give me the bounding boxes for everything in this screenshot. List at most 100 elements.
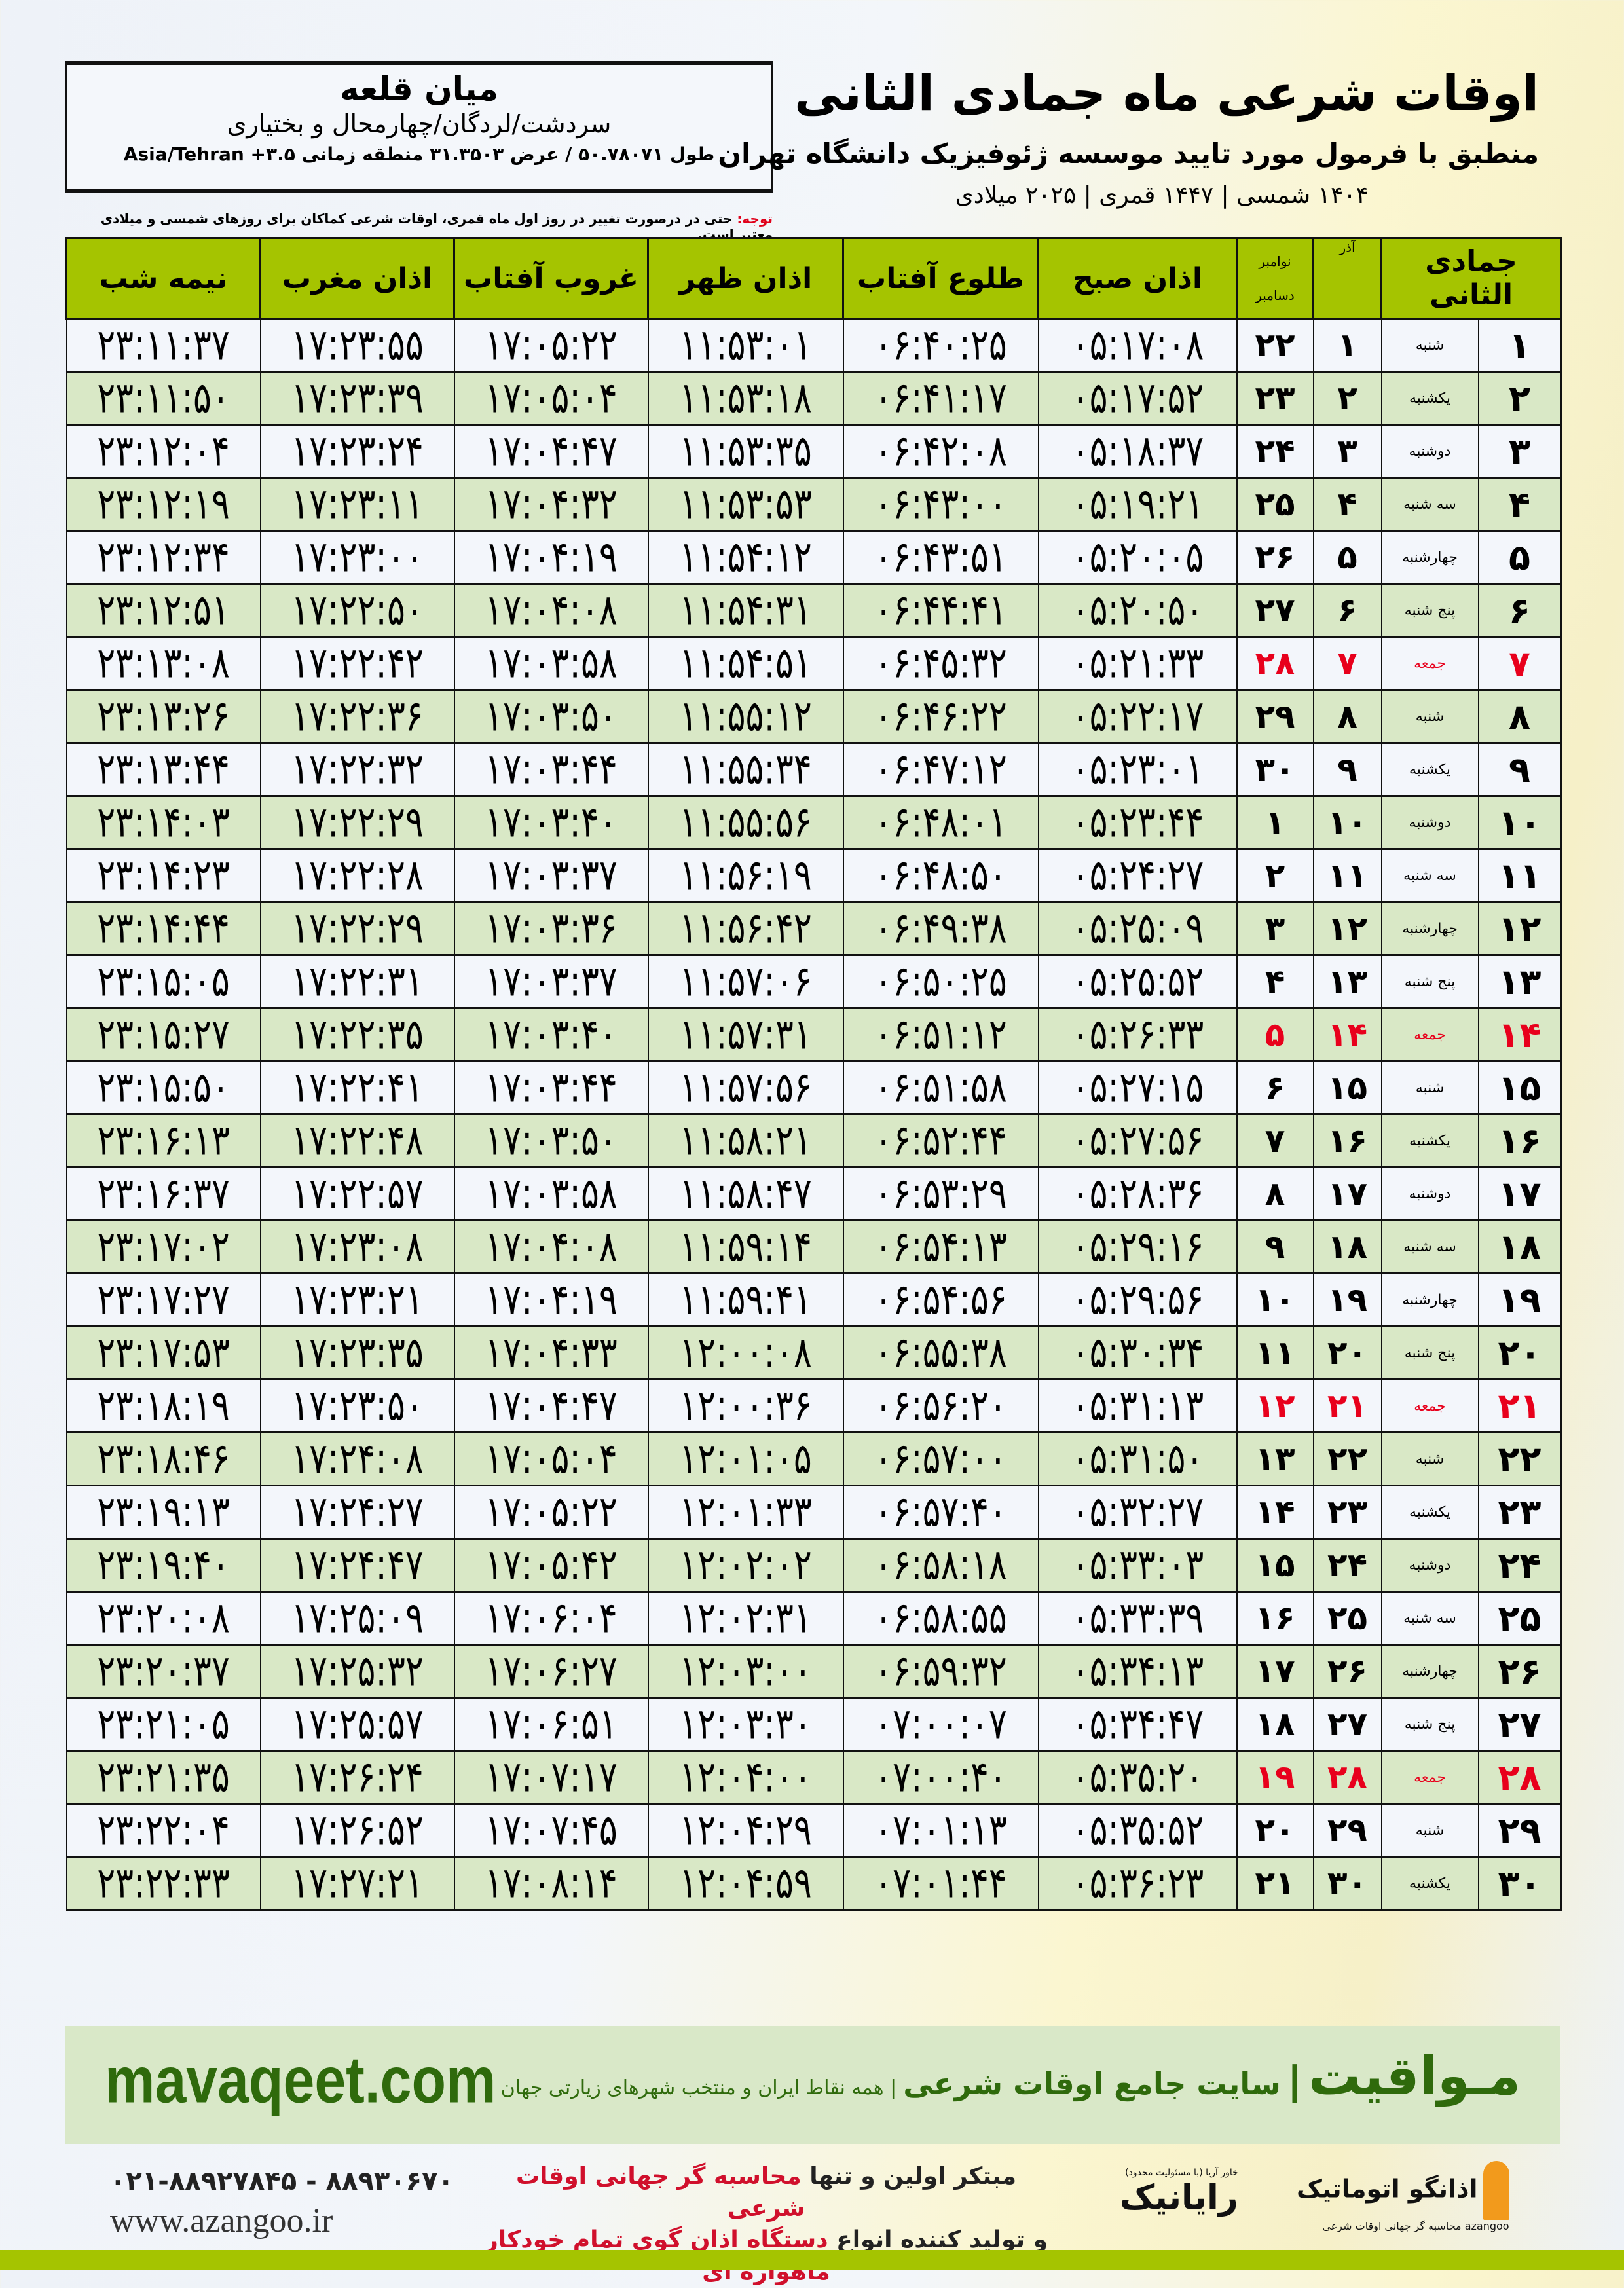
weekday: چهارشنبه (1380, 1272, 1479, 1327)
sunset-time-value: ۱۷:۰۵:۲۲ (485, 320, 618, 370)
midnight-time: ۲۳:۲۲:۰۴ (65, 1803, 261, 1858)
azar-day-value: ۱۲ (1327, 910, 1368, 948)
hijri-day: ۱۹ (1477, 1272, 1562, 1327)
azar-day-value: ۱۶ (1327, 1122, 1368, 1160)
maghrib-time-value: ۱۷:۲۲:۵۰ (291, 585, 424, 635)
azar-day-value: ۱۸ (1327, 1228, 1368, 1266)
azar-day-value: ۲۹ (1327, 1811, 1368, 1849)
fajr-time: ۰۵:۳۴:۴۷ (1037, 1697, 1238, 1752)
table-row: ۲۰ پنج شنبه ۲۰ ۱۱ ۰۵:۳۰:۳۴ ۰۶:۵۵:۳۸ ۱۲:۰۰:۰۸ ۱۷… (65, 1325, 1562, 1380)
midnight-time: ۲۳:۱۶:۱۳ (65, 1113, 261, 1168)
maghrib-time: ۱۷:۲۴:۰۸ (259, 1431, 455, 1486)
gregorian-day-value: ۲۹ (1255, 697, 1295, 735)
weekday: دوشنبه (1380, 1538, 1479, 1593)
dhuhr-time-value: ۱۲:۰۳:۳۰ (679, 1699, 812, 1749)
dhuhr-time-value: ۱۲:۰۰:۳۶ (679, 1381, 812, 1431)
page-subtitle: منطبق با فرمول مورد تایید موسسه ژئوفیزیک… (718, 138, 1539, 170)
fajr-time-value: ۰۵:۲۲:۱۷ (1071, 692, 1204, 741)
azar-day-value: ۶ (1337, 591, 1357, 629)
azar-day-value: ۲ (1337, 379, 1357, 417)
sunrise-time-value: ۰۶:۵۸:۱۸ (874, 1540, 1007, 1590)
midnight-time-value: ۲۳:۱۵:۰۵ (97, 957, 230, 1006)
maghrib-time: ۱۷:۲۵:۵۷ (259, 1697, 455, 1752)
sunrise-time-value: ۰۶:۴۳:۵۱ (874, 532, 1007, 582)
maghrib-time-value: ۱۷:۲۶:۲۴ (291, 1752, 424, 1802)
fajr-time-value: ۰۵:۲۵:۵۲ (1071, 957, 1204, 1006)
gregorian-day: ۵ (1236, 1007, 1314, 1062)
maghrib-time-value: ۱۷:۲۴:۴۷ (291, 1540, 424, 1590)
sunset-time-value: ۱۷:۰۶:۲۷ (485, 1646, 618, 1696)
azangoo-sub: azangoo محاسبه گر جهانی اوقات شرعی (1322, 2220, 1509, 2232)
midnight-time: ۲۳:۱۱:۳۷ (65, 318, 261, 373)
azar-day: ۲۵ (1312, 1591, 1382, 1646)
weekday: یکشنبه (1380, 371, 1479, 426)
weekday-value: یکشنبه (1409, 390, 1450, 407)
sunrise-time: ۰۷:۰۱:۱۳ (842, 1803, 1039, 1858)
midnight-time: ۲۳:۱۹:۴۰ (65, 1538, 261, 1593)
weekday-value: جمعه (1414, 655, 1446, 672)
weekday: یکشنبه (1380, 1113, 1479, 1168)
table-row: ۱۱ سه شنبه ۱۱ ۲ ۰۵:۲۴:۲۷ ۰۶:۴۸:۵۰ ۱۱:۵۶:۱۹ ۱۷:۰… (65, 848, 1562, 903)
weekday-value: یکشنبه (1409, 1875, 1450, 1892)
hijri-day-value: ۳ (1509, 430, 1530, 472)
midnight-time: ۲۳:۱۴:۰۳ (65, 795, 261, 850)
weekday: جمعه (1380, 1007, 1479, 1062)
weekday-value: جمعه (1414, 1026, 1446, 1043)
hijri-day-value: ۱۹ (1498, 1279, 1541, 1321)
midnight-time: ۲۳:۱۵:۵۰ (65, 1060, 261, 1115)
maghrib-time: ۱۷:۲۲:۳۵ (259, 1007, 455, 1062)
sunrise-time: ۰۷:۰۰:۴۰ (842, 1750, 1039, 1805)
fajr-time-value: ۰۵:۳۱:۵۰ (1071, 1434, 1204, 1484)
sunrise-time: ۰۶:۴۴:۴۱ (842, 583, 1039, 638)
fajr-time-value: ۰۵:۲۴:۲۷ (1071, 851, 1204, 900)
weekday: دوشنبه (1380, 1166, 1479, 1221)
azar-day-value: ۲۲ (1327, 1440, 1368, 1478)
azar-day-value: ۵ (1337, 538, 1357, 576)
midnight-time-value: ۲۳:۱۲:۵۱ (97, 585, 230, 635)
hijri-day: ۷ (1477, 636, 1562, 691)
azar-day: ۷ (1312, 636, 1382, 691)
fajr-time: ۰۵:۳۵:۵۲ (1037, 1803, 1238, 1858)
fajr-time-value: ۰۵:۲۶:۳۳ (1071, 1010, 1204, 1060)
gregorian-day: ۹ (1236, 1219, 1314, 1274)
dhuhr-time-value: ۱۲:۰۲:۳۱ (679, 1593, 812, 1643)
table-row: ۸ شنبه ۸ ۲۹ ۰۵:۲۲:۱۷ ۰۶:۴۶:۲۲ ۱۱:۵۵:۱۲ ۱۷:۰۳:۵۰… (65, 689, 1562, 744)
sunrise-time: ۰۶:۵۲:۴۴ (842, 1113, 1039, 1168)
sunset-time: ۱۷:۰۵:۰۴ (453, 371, 649, 426)
gregorian-day-value: ۷ (1264, 1122, 1285, 1160)
hijri-day: ۱۰ (1477, 795, 1562, 850)
dhuhr-time: ۱۱:۵۹:۴۱ (647, 1272, 844, 1327)
dhuhr-time: ۱۱:۵۶:۴۲ (647, 901, 844, 956)
dhuhr-time-value: ۱۱:۵۷:۳۱ (679, 1010, 812, 1060)
dhuhr-time: ۱۱:۵۷:۰۶ (647, 954, 844, 1009)
sunset-time: ۱۷:۰۳:۴۰ (453, 795, 649, 850)
dhuhr-time-value: ۱۲:۰۴:۰۰ (679, 1752, 812, 1802)
gregorian-day-value: ۲۸ (1255, 644, 1295, 682)
maghrib-time: ۱۷:۲۳:۲۴ (259, 424, 455, 479)
dhuhr-time: ۱۱:۵۸:۲۱ (647, 1113, 844, 1168)
maghrib-time: ۱۷:۲۲:۴۲ (259, 636, 455, 691)
fajr-time-value: ۰۵:۲۰:۵۰ (1071, 585, 1204, 635)
sunrise-time: ۰۶:۵۴:۱۳ (842, 1219, 1039, 1274)
fajr-time-value: ۰۵:۱۸:۳۷ (1071, 426, 1204, 476)
azar-day: ۲۷ (1312, 1697, 1382, 1752)
sunset-time-value: ۱۷:۰۸:۱۴ (485, 1858, 618, 1908)
midnight-time: ۲۳:۱۲:۳۴ (65, 530, 261, 585)
sunrise-time: ۰۶:۴۶:۲۲ (842, 689, 1039, 744)
hijri-day: ۵ (1477, 530, 1562, 585)
fajr-time-value: ۰۵:۳۳:۳۹ (1071, 1593, 1204, 1643)
sunset-time: ۱۷:۰۶:۵۱ (453, 1697, 649, 1752)
prayer-times-table: جمادی الثانی آذر نوامبر دسامبر اذان صبح ط… (65, 237, 1562, 1911)
azangoo-website[interactable]: www.azangoo.ir (110, 2202, 333, 2240)
sunrise-time-value: ۰۶:۵۲:۴۴ (874, 1116, 1007, 1166)
sunset-time: ۱۷:۰۴:۱۹ (453, 530, 649, 585)
weekday-value: چهارشنبه (1402, 920, 1458, 937)
hijri-day-value: ۲۲ (1498, 1438, 1541, 1480)
dhuhr-time: ۱۲:۰۴:۰۰ (647, 1750, 844, 1805)
weekday-value: سه شنبه (1403, 1610, 1456, 1627)
sunset-time: ۱۷:۰۳:۳۶ (453, 901, 649, 956)
sunrise-time-value: ۰۶:۵۰:۲۵ (874, 957, 1007, 1006)
weekday: سه شنبه (1380, 848, 1479, 903)
fajr-time-value: ۰۵:۳۱:۱۳ (1071, 1381, 1204, 1431)
mavaqeet-website[interactable]: mavaqeet.com (105, 2044, 496, 2117)
